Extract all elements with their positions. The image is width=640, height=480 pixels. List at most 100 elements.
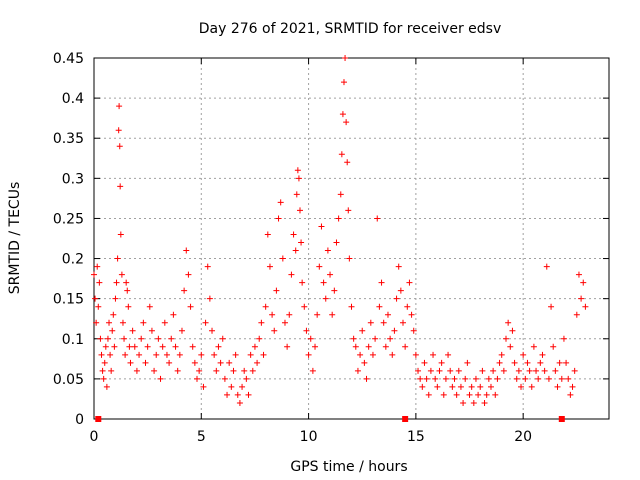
gap-marker bbox=[558, 416, 565, 422]
data-point bbox=[560, 335, 567, 342]
y-tick-label: 0.2 bbox=[62, 252, 84, 268]
data-point bbox=[284, 343, 291, 350]
x-tick-label: 10 bbox=[300, 429, 318, 445]
data-point bbox=[194, 375, 200, 382]
data-point bbox=[487, 383, 494, 390]
data-point bbox=[543, 263, 550, 270]
data-point bbox=[434, 383, 441, 390]
data-point bbox=[477, 383, 484, 390]
data-point bbox=[174, 367, 181, 374]
data-point bbox=[451, 375, 458, 382]
data-point bbox=[119, 319, 126, 326]
data-point bbox=[397, 287, 404, 294]
data-point bbox=[575, 271, 582, 278]
data-point bbox=[533, 367, 540, 374]
data-point bbox=[378, 279, 385, 286]
data-point bbox=[496, 359, 503, 366]
data-point bbox=[372, 335, 379, 342]
data-point bbox=[545, 375, 552, 382]
data-point bbox=[115, 127, 122, 134]
data-point bbox=[318, 223, 325, 230]
data-point bbox=[245, 391, 252, 398]
data-point bbox=[352, 343, 359, 350]
data-point bbox=[344, 159, 351, 166]
x-tick-label: 0 bbox=[90, 429, 99, 445]
data-point bbox=[445, 351, 452, 358]
data-point bbox=[507, 343, 514, 350]
data-point bbox=[146, 303, 153, 310]
axis-ticks: 0 0.05 0.1 0.15 0.2 0.25 0.3 0.35 0.4 0.45 0 5 10 15 2… bbox=[53, 51, 609, 445]
data-point bbox=[232, 351, 239, 358]
data-point bbox=[294, 167, 301, 174]
data-point bbox=[125, 303, 132, 310]
data-point bbox=[554, 383, 561, 390]
data-point bbox=[99, 367, 106, 374]
data-point bbox=[114, 255, 121, 262]
data-point bbox=[209, 327, 216, 334]
data-point bbox=[96, 279, 103, 286]
data-point bbox=[226, 359, 233, 366]
data-point bbox=[438, 359, 445, 366]
data-point bbox=[558, 375, 565, 382]
data-point bbox=[335, 215, 342, 222]
data-point bbox=[219, 335, 226, 342]
data-point bbox=[376, 303, 383, 310]
data-point bbox=[251, 343, 258, 350]
data-point bbox=[93, 319, 100, 326]
data-point bbox=[384, 311, 391, 318]
data-point bbox=[127, 359, 134, 366]
data-point bbox=[298, 239, 305, 246]
data-point bbox=[258, 319, 265, 326]
data-point bbox=[537, 359, 544, 366]
data-point bbox=[151, 367, 158, 374]
data-point bbox=[95, 303, 102, 310]
data-point bbox=[322, 295, 329, 302]
data-point bbox=[357, 351, 364, 358]
data-point bbox=[191, 359, 198, 366]
data-point bbox=[406, 279, 413, 286]
data-point bbox=[511, 359, 518, 366]
data-point bbox=[329, 311, 336, 318]
data-point bbox=[260, 351, 267, 358]
data-point bbox=[320, 279, 327, 286]
data-point bbox=[281, 319, 288, 326]
data-point bbox=[338, 151, 345, 158]
data-point bbox=[410, 327, 417, 334]
data-point bbox=[348, 303, 355, 310]
plot-frame bbox=[93, 57, 610, 420]
y-tick-label: 0.45 bbox=[53, 51, 84, 67]
data-point bbox=[262, 303, 269, 310]
data-point bbox=[247, 351, 254, 358]
data-point bbox=[361, 359, 368, 366]
gap-marker bbox=[95, 416, 102, 422]
data-point bbox=[567, 391, 574, 398]
data-point bbox=[309, 367, 316, 374]
data-point bbox=[113, 279, 120, 286]
data-point bbox=[221, 375, 228, 382]
data-point bbox=[552, 367, 559, 374]
y-tick-label: 0.35 bbox=[53, 131, 84, 147]
data-point bbox=[126, 343, 133, 350]
data-point bbox=[333, 239, 340, 246]
data-point bbox=[565, 375, 572, 382]
data-point bbox=[339, 111, 346, 118]
data-point bbox=[189, 343, 196, 350]
data-point bbox=[303, 327, 310, 334]
data-point bbox=[440, 391, 447, 398]
data-point bbox=[200, 383, 207, 390]
data-point bbox=[138, 335, 145, 342]
data-point bbox=[110, 311, 117, 318]
x-tick-label: 5 bbox=[197, 429, 206, 445]
data-point bbox=[104, 335, 111, 342]
data-point bbox=[520, 351, 527, 358]
data-point bbox=[436, 367, 443, 374]
data-point bbox=[198, 351, 205, 358]
data-point bbox=[387, 335, 394, 342]
data-point bbox=[417, 375, 424, 382]
data-point bbox=[314, 311, 321, 318]
data-point bbox=[157, 375, 164, 382]
data-point bbox=[528, 383, 535, 390]
data-point bbox=[163, 351, 170, 358]
data-point bbox=[350, 335, 357, 342]
